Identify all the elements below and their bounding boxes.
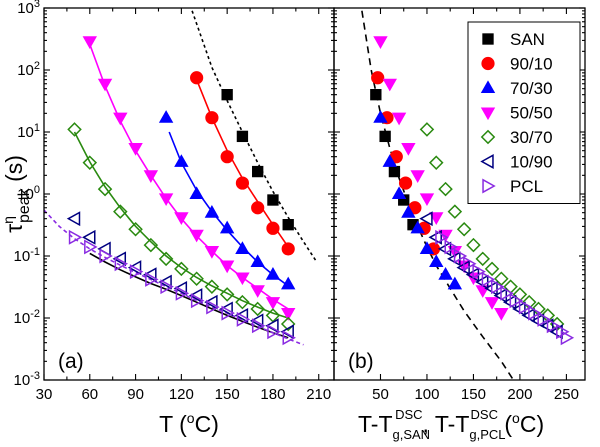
x-tick-label: 250 bbox=[554, 386, 579, 403]
point-30-70 bbox=[430, 156, 442, 168]
legend: SAN 90/10 70/30 50/50 30/70 10/90 PCL bbox=[468, 22, 580, 204]
point-30-70 bbox=[145, 239, 157, 251]
point-90-10 bbox=[251, 202, 263, 214]
point-50-50 bbox=[236, 273, 249, 284]
point-san bbox=[268, 195, 279, 206]
point-30-70 bbox=[439, 183, 451, 195]
x-tick-label: 120 bbox=[169, 386, 194, 403]
point-30-70 bbox=[160, 253, 172, 265]
point-san bbox=[380, 131, 391, 142]
point-10-90 bbox=[68, 212, 79, 224]
panel-1-points bbox=[68, 37, 294, 344]
x-tick-label: 90 bbox=[127, 386, 144, 403]
x-tick-label: 30 bbox=[36, 386, 53, 403]
point-30-70 bbox=[477, 253, 489, 265]
y-tick-label: 102 bbox=[17, 60, 40, 79]
point-70-30 bbox=[175, 155, 188, 166]
fit-curve-1 bbox=[192, 11, 316, 261]
point-san bbox=[252, 166, 263, 177]
x-axis-title-b: T-Tg,SANDSC, T-Tg,PCLDSC (oC) bbox=[358, 407, 544, 442]
point-70-30 bbox=[160, 111, 173, 122]
point-70-30 bbox=[221, 221, 234, 232]
point-30-70 bbox=[206, 280, 218, 292]
y-tick-label: 103 bbox=[17, 0, 40, 17]
point-san bbox=[237, 131, 248, 142]
point-30-70 bbox=[458, 223, 470, 235]
point-30-70 bbox=[486, 263, 498, 275]
point-90-10 bbox=[206, 112, 218, 124]
point-50-50 bbox=[221, 261, 234, 272]
point-30-70 bbox=[449, 205, 461, 217]
point-90-10 bbox=[282, 243, 294, 255]
point-50-50 bbox=[99, 79, 112, 90]
point-30-70 bbox=[84, 156, 96, 168]
legend-label-san: SAN bbox=[510, 30, 545, 49]
point-30-70 bbox=[129, 223, 141, 235]
x-axis-title-a: T (oC) bbox=[159, 410, 219, 437]
point-70-30 bbox=[190, 187, 203, 198]
y-tick-label: 101 bbox=[17, 122, 40, 141]
point-50-50 bbox=[486, 298, 499, 309]
point-50-50 bbox=[420, 194, 433, 205]
x-tick-label: 100 bbox=[414, 386, 439, 403]
point-30-70 bbox=[421, 123, 433, 135]
fit-curve-2 bbox=[197, 80, 289, 247]
panel-label: (b) bbox=[348, 350, 374, 373]
point-50-50 bbox=[144, 171, 157, 182]
legend-label-10-90: 10/90 bbox=[510, 153, 553, 172]
panel-label: (a) bbox=[58, 350, 84, 373]
x-tick-label: 60 bbox=[81, 386, 98, 403]
point-pcl bbox=[561, 332, 572, 344]
point-50-50 bbox=[402, 143, 415, 154]
point-50-50 bbox=[175, 213, 188, 224]
point-70-30 bbox=[266, 268, 279, 279]
legend-label-50-50: 50/50 bbox=[510, 104, 553, 123]
x-tick-label: 200 bbox=[507, 386, 532, 403]
point-san bbox=[371, 89, 382, 100]
point-san bbox=[222, 89, 233, 100]
point-90-10 bbox=[267, 222, 279, 234]
point-30-70 bbox=[114, 205, 126, 217]
x-tick-label: 210 bbox=[306, 386, 331, 403]
point-50-50 bbox=[495, 308, 508, 319]
point-90-10 bbox=[371, 72, 383, 84]
point-50-50 bbox=[266, 298, 279, 309]
point-50-50 bbox=[129, 143, 142, 154]
y-axis-title: τηpeak (s) bbox=[0, 155, 33, 233]
figure: 30 60 90 120 150 180 210 (a) 50 100 150 200 250 (b) 10… bbox=[0, 0, 600, 447]
point-50-50 bbox=[411, 171, 424, 182]
point-50-50 bbox=[374, 37, 387, 48]
legend-label-pcl: PCL bbox=[510, 177, 543, 196]
point-30-70 bbox=[68, 123, 80, 135]
legend-label-30-70: 30/70 bbox=[510, 128, 553, 147]
point-50-50 bbox=[83, 37, 96, 48]
point-san bbox=[389, 166, 400, 177]
point-70-30 bbox=[236, 242, 249, 253]
x-tick-label: 150 bbox=[215, 386, 240, 403]
point-30-70 bbox=[221, 288, 233, 300]
point-50-50 bbox=[393, 113, 406, 124]
y-tick-label: 10-1 bbox=[14, 246, 40, 265]
legend-label-90-10: 90/10 bbox=[510, 55, 553, 74]
point-50-50 bbox=[114, 113, 127, 124]
point-50-50 bbox=[383, 79, 396, 90]
legend-label-70-30: 70/30 bbox=[510, 79, 553, 98]
point-70-30 bbox=[205, 206, 218, 217]
point-90-10 bbox=[221, 150, 233, 162]
x-tick-label: 180 bbox=[260, 386, 285, 403]
fit-curve-7 bbox=[44, 210, 304, 345]
point-90-10 bbox=[190, 72, 202, 84]
fit-curves bbox=[44, 11, 513, 380]
y-tick-label: 10-2 bbox=[14, 308, 40, 327]
point-30-70 bbox=[467, 239, 479, 251]
legend-marker-90-10 bbox=[482, 57, 494, 69]
point-90-10 bbox=[236, 177, 248, 189]
point-pcl bbox=[70, 231, 81, 243]
x-tick-label: 50 bbox=[372, 386, 389, 403]
point-90-10 bbox=[399, 177, 411, 189]
x-tick-label: 150 bbox=[461, 386, 486, 403]
legend-marker-san bbox=[483, 34, 494, 45]
point-san bbox=[283, 219, 294, 230]
